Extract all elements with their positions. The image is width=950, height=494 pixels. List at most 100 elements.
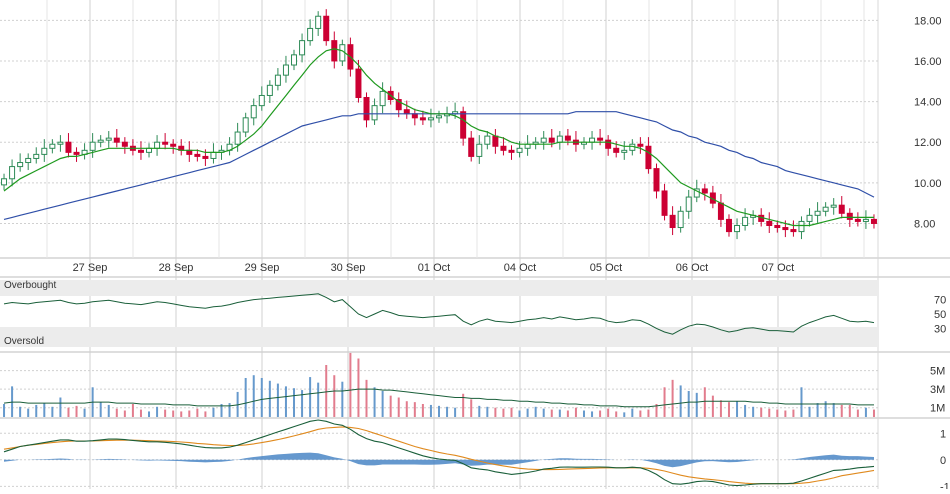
volume-bar <box>365 379 368 417</box>
candle-up <box>17 162 24 168</box>
volume-bar <box>83 408 86 417</box>
volume-bar <box>856 409 859 417</box>
candle-down <box>162 141 169 145</box>
candle-up <box>822 206 829 212</box>
rsi-line <box>3 293 875 335</box>
candle-down <box>323 15 330 42</box>
volume-bar <box>558 409 561 417</box>
volume-bar <box>196 408 199 417</box>
volume-tick-label: 1M <box>930 403 945 415</box>
volume-bar <box>381 391 384 417</box>
price-tick-label: 18.00 <box>914 15 942 27</box>
volume-bar <box>3 404 6 417</box>
volume-bar <box>244 378 247 417</box>
candle-down <box>854 218 861 222</box>
volume-bar <box>824 401 827 417</box>
candle-up <box>516 147 523 153</box>
volume-bar <box>389 395 392 417</box>
candle-up <box>89 141 96 151</box>
volume-bar <box>67 407 70 417</box>
candle-down <box>701 188 708 194</box>
candle-down <box>645 145 652 170</box>
volume-bar <box>59 397 62 417</box>
volume-panel <box>3 352 875 417</box>
volume-bar <box>808 406 811 417</box>
volume-bar <box>405 401 408 417</box>
candle-up <box>291 54 298 66</box>
candle-up <box>371 105 378 121</box>
macd-line <box>3 419 875 487</box>
volume-bar <box>679 385 682 417</box>
candle-down <box>403 109 410 115</box>
volume-bar <box>260 378 263 417</box>
volume-bar <box>760 407 763 417</box>
volume-bar <box>446 406 449 417</box>
volume-bar <box>325 365 328 417</box>
volume-bar <box>27 408 30 417</box>
volume-bar <box>373 387 376 417</box>
volume-bar <box>188 410 191 417</box>
candle-up <box>677 210 684 229</box>
overbought-band <box>0 280 878 296</box>
macd-tick-label: -1 <box>940 481 950 489</box>
date-tick-label: 29 Sep <box>245 262 280 274</box>
volume-tick-label: 5M <box>930 366 945 378</box>
candle-up <box>693 188 700 198</box>
axis-labels-layer: 8.00 10.00 12.00 14.00 16.00 18.00 27 Sep 28 Se… <box>73 15 950 493</box>
volume-bar <box>703 387 706 417</box>
volume-bar <box>518 410 521 417</box>
candle-down <box>500 145 507 151</box>
volume-bar <box>397 397 400 417</box>
candle-down <box>202 155 209 159</box>
candle-down <box>661 190 668 216</box>
volume-bar <box>864 407 867 417</box>
candle-up <box>299 40 306 56</box>
volume-bar <box>816 403 819 417</box>
candle-up <box>742 216 749 226</box>
volume-bar <box>99 402 102 417</box>
candle-up <box>105 137 112 141</box>
candle-down <box>564 135 571 141</box>
volume-bar <box>341 381 344 417</box>
date-tick-label: 01 Oct <box>418 262 450 274</box>
volume-bar <box>228 403 231 417</box>
volume-bar <box>293 388 296 417</box>
candle-down <box>194 153 201 157</box>
volume-bar <box>599 410 602 417</box>
volume-bar <box>655 404 658 417</box>
volume-bar <box>139 409 142 417</box>
volume-bar <box>438 405 440 417</box>
volume-bar <box>123 410 126 417</box>
oversold-label: Oversold <box>4 336 44 347</box>
candle-up <box>476 143 483 157</box>
candle-down <box>186 149 193 155</box>
volume-bar <box>687 391 690 417</box>
candle-up <box>97 139 104 143</box>
volume-tick-label: 3M <box>930 384 945 396</box>
candle-down <box>170 143 177 147</box>
oversold-band <box>0 327 878 347</box>
candle-up <box>685 196 692 212</box>
volume-bar <box>591 411 594 417</box>
price-panel <box>1 9 877 240</box>
price-tick-label: 12.00 <box>914 137 942 149</box>
volume-bar <box>671 379 674 417</box>
candle-down <box>395 99 402 111</box>
volume-bar <box>148 411 151 417</box>
candle-down <box>331 40 338 62</box>
volume-bar <box>462 393 465 417</box>
volume-bar <box>333 375 336 417</box>
candle-down <box>725 218 732 233</box>
volume-bar <box>454 407 457 417</box>
candle-up <box>734 224 741 233</box>
candle-up <box>621 149 628 153</box>
candle-down <box>653 168 660 192</box>
candle-down <box>548 137 555 143</box>
volume-bar <box>51 406 54 417</box>
volume-bar <box>566 410 569 417</box>
volume-bar <box>695 392 698 417</box>
price-tick-label: 10.00 <box>914 178 942 190</box>
candle-up <box>589 137 596 143</box>
date-tick-label: 30 Sep <box>331 262 366 274</box>
candle-up <box>41 147 48 155</box>
